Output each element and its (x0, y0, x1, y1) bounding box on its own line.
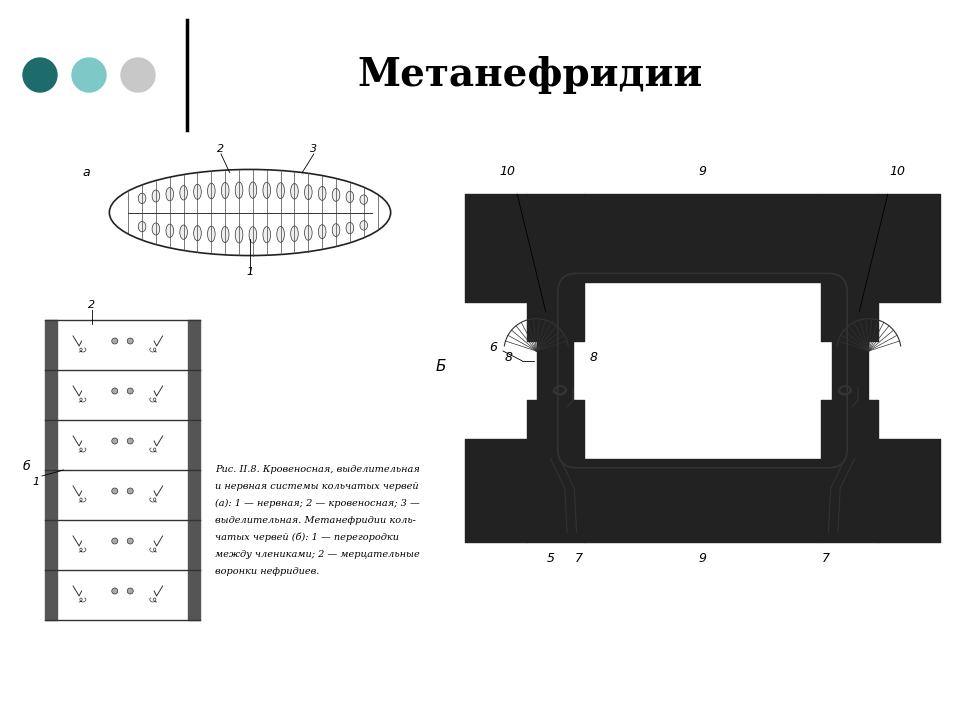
Ellipse shape (304, 185, 312, 199)
Circle shape (128, 588, 133, 594)
Text: 7: 7 (822, 552, 830, 564)
Text: 3: 3 (310, 144, 318, 154)
Ellipse shape (346, 222, 353, 234)
Ellipse shape (249, 182, 256, 198)
Circle shape (72, 58, 106, 92)
Text: 7: 7 (575, 552, 583, 564)
Text: и нервная системы кольчатых червей: и нервная системы кольчатых червей (215, 482, 419, 491)
Text: между члениками; 2 — мерцательные: между члениками; 2 — мерцательные (215, 550, 420, 559)
Text: Метанефридии: Метанефридии (357, 56, 703, 94)
Circle shape (111, 588, 118, 594)
Ellipse shape (207, 226, 215, 242)
Ellipse shape (276, 226, 284, 243)
Ellipse shape (207, 183, 215, 199)
Ellipse shape (332, 224, 340, 237)
Ellipse shape (194, 184, 202, 199)
Ellipse shape (235, 182, 243, 198)
Circle shape (121, 58, 155, 92)
Circle shape (23, 58, 57, 92)
Text: а: а (83, 166, 90, 179)
Ellipse shape (319, 225, 326, 238)
Ellipse shape (194, 225, 202, 240)
Ellipse shape (332, 189, 340, 202)
Ellipse shape (263, 227, 271, 243)
Text: 10: 10 (889, 165, 905, 178)
Text: 9: 9 (699, 165, 707, 178)
Text: 8: 8 (589, 351, 597, 364)
Circle shape (111, 338, 118, 344)
Text: 8: 8 (505, 351, 513, 364)
Text: (а): 1 — нервная; 2 — кровеносная; 3 —: (а): 1 — нервная; 2 — кровеносная; 3 — (215, 499, 420, 508)
Text: чатых червей (б): 1 — перегородки: чатых червей (б): 1 — перегородки (215, 533, 399, 542)
Text: б: б (22, 460, 30, 473)
Circle shape (111, 488, 118, 494)
Ellipse shape (180, 225, 187, 239)
Ellipse shape (152, 190, 159, 202)
Ellipse shape (360, 195, 368, 204)
Ellipse shape (249, 227, 256, 243)
Ellipse shape (360, 221, 368, 230)
Text: воронки нефридиев.: воронки нефридиев. (215, 567, 320, 576)
Ellipse shape (346, 192, 353, 202)
Circle shape (111, 538, 118, 544)
Text: 2: 2 (217, 144, 225, 154)
Ellipse shape (152, 223, 159, 235)
Ellipse shape (166, 187, 174, 201)
Text: 5: 5 (546, 552, 555, 564)
Ellipse shape (304, 225, 312, 240)
Ellipse shape (180, 186, 187, 200)
Text: 1: 1 (247, 267, 253, 277)
Ellipse shape (138, 222, 146, 232)
Text: 1: 1 (33, 477, 40, 487)
Circle shape (128, 388, 133, 394)
Ellipse shape (263, 182, 271, 199)
Circle shape (111, 438, 118, 444)
Circle shape (128, 488, 133, 494)
Text: выделительная. Метанефридии коль-: выделительная. Метанефридии коль- (215, 516, 416, 525)
Text: 10: 10 (500, 165, 516, 178)
Circle shape (111, 388, 118, 394)
Ellipse shape (138, 193, 146, 204)
Ellipse shape (319, 186, 326, 200)
Ellipse shape (291, 226, 299, 241)
Circle shape (128, 338, 133, 344)
Text: 2: 2 (88, 300, 95, 310)
Ellipse shape (276, 183, 284, 199)
Circle shape (128, 538, 133, 544)
Text: 9: 9 (699, 552, 707, 564)
Ellipse shape (291, 184, 299, 199)
Text: 6: 6 (490, 341, 497, 354)
Text: Б: Б (436, 359, 446, 374)
Circle shape (128, 438, 133, 444)
Ellipse shape (235, 227, 243, 243)
Ellipse shape (222, 182, 229, 199)
Ellipse shape (166, 224, 174, 238)
Ellipse shape (222, 227, 229, 243)
Text: Рис. II.8. Кровеносная, выделительная: Рис. II.8. Кровеносная, выделительная (215, 465, 420, 474)
